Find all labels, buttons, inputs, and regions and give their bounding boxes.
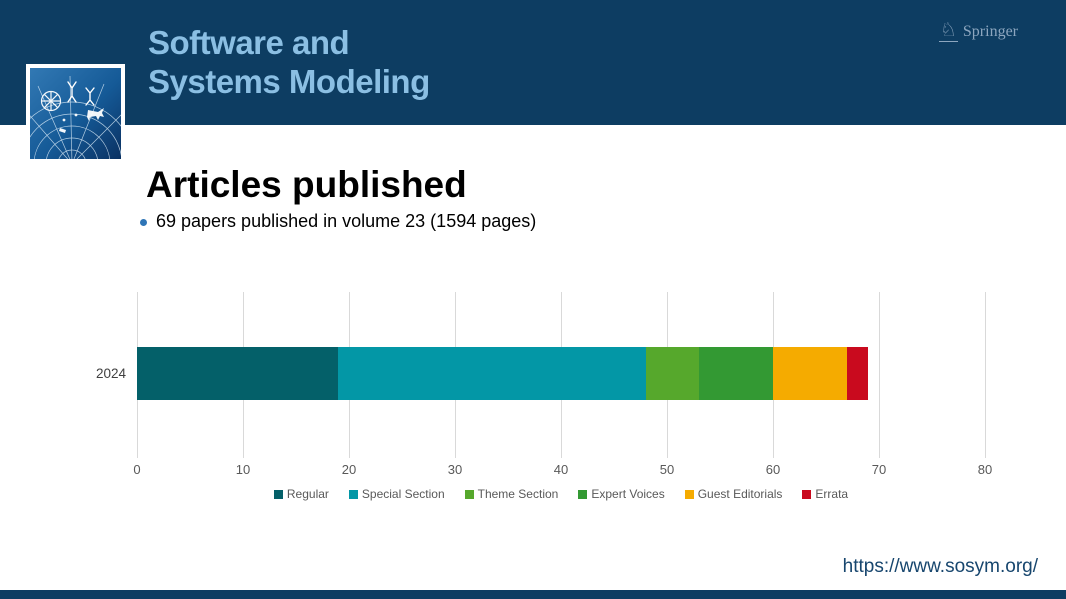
springer-wordmark: Springer xyxy=(962,22,1018,40)
bar-segment-regular xyxy=(137,347,339,400)
x-tick-label-30: 30 xyxy=(447,462,463,477)
legend-label-regular: Regular xyxy=(286,487,329,501)
journal-title-line1: Software and xyxy=(148,24,350,61)
legend-swatch-icon-special-section xyxy=(348,489,358,499)
gridline-70 xyxy=(879,292,880,458)
legend-swatch-icon-expert-voices xyxy=(578,489,588,499)
bullet-icon xyxy=(140,219,147,226)
journal-title-line2: Systems Modeling xyxy=(148,63,430,100)
legend-label-errata: Errata xyxy=(815,487,849,501)
x-tick-label-10: 10 xyxy=(235,462,251,477)
legend-item-special-section: Special Section xyxy=(348,487,445,501)
x-tick-label-20: 20 xyxy=(341,462,357,477)
bar-segment-special-section xyxy=(338,347,646,400)
legend-swatch-icon-guest-editorials xyxy=(684,489,694,499)
legend-label-theme-section: Theme Section xyxy=(477,487,559,501)
bar-segment-guest-editorials xyxy=(772,347,848,400)
legend-swatch-icon-theme-section xyxy=(464,489,474,499)
legend-item-theme-section: Theme Section xyxy=(464,487,559,501)
legend-label-special-section: Special Section xyxy=(361,487,445,501)
x-tick-label-80: 80 xyxy=(977,462,993,477)
header-bar: Software and Systems Modeling ♘ Springer xyxy=(0,0,1066,125)
footer-bar xyxy=(0,590,1066,599)
bar-segment-expert-voices xyxy=(698,347,773,400)
x-tick-label-70: 70 xyxy=(871,462,887,477)
category-label: 2024 xyxy=(95,366,126,381)
legend-item-guest-editorials: Guest Editorials xyxy=(684,487,783,501)
legend-item-regular: Regular xyxy=(273,487,329,501)
bar-segment-theme-section xyxy=(645,347,699,400)
page-title: Articles published xyxy=(146,164,467,205)
sosym-url-link[interactable]: https://www.sosym.org/ xyxy=(842,556,1038,577)
bullet-item: 69 papers published in volume 23 (1594 p… xyxy=(140,211,536,232)
legend-item-errata: Errata xyxy=(802,487,848,501)
bullet-text: 69 papers published in volume 23 (1594 p… xyxy=(156,211,537,231)
x-tick-label-60: 60 xyxy=(765,462,781,477)
x-axis-ticks: 0 10 20 30 40 50 60 70 80 xyxy=(133,462,992,478)
journal-cover-logo xyxy=(26,64,125,163)
x-tick-label-0: 0 xyxy=(133,462,141,477)
springer-horse-icon: ♘ xyxy=(938,19,958,42)
globe-petroglyph-icon xyxy=(30,68,121,159)
x-tick-label-50: 50 xyxy=(659,462,675,477)
stacked-bar-2024 xyxy=(137,347,869,400)
springer-logo: ♘ Springer xyxy=(938,19,1018,42)
chart-legend: Regular Special Section Theme Section Exper… xyxy=(137,487,985,501)
legend-swatch-icon-errata xyxy=(802,489,812,499)
legend-swatch-icon-regular xyxy=(273,489,283,499)
x-tick-label-40: 40 xyxy=(553,462,569,477)
bar-segment-errata xyxy=(847,347,869,400)
articles-published-chart: 2024 0 10 20 30 40 50 60 70 80 Regular Special Se… xyxy=(96,292,992,512)
journal-title: Software and Systems Modeling xyxy=(148,23,430,101)
legend-label-expert-voices: Expert Voices xyxy=(591,487,665,501)
legend-item-expert-voices: Expert Voices xyxy=(578,487,665,501)
gridline-80 xyxy=(985,292,986,458)
legend-label-guest-editorials: Guest Editorials xyxy=(697,487,783,501)
